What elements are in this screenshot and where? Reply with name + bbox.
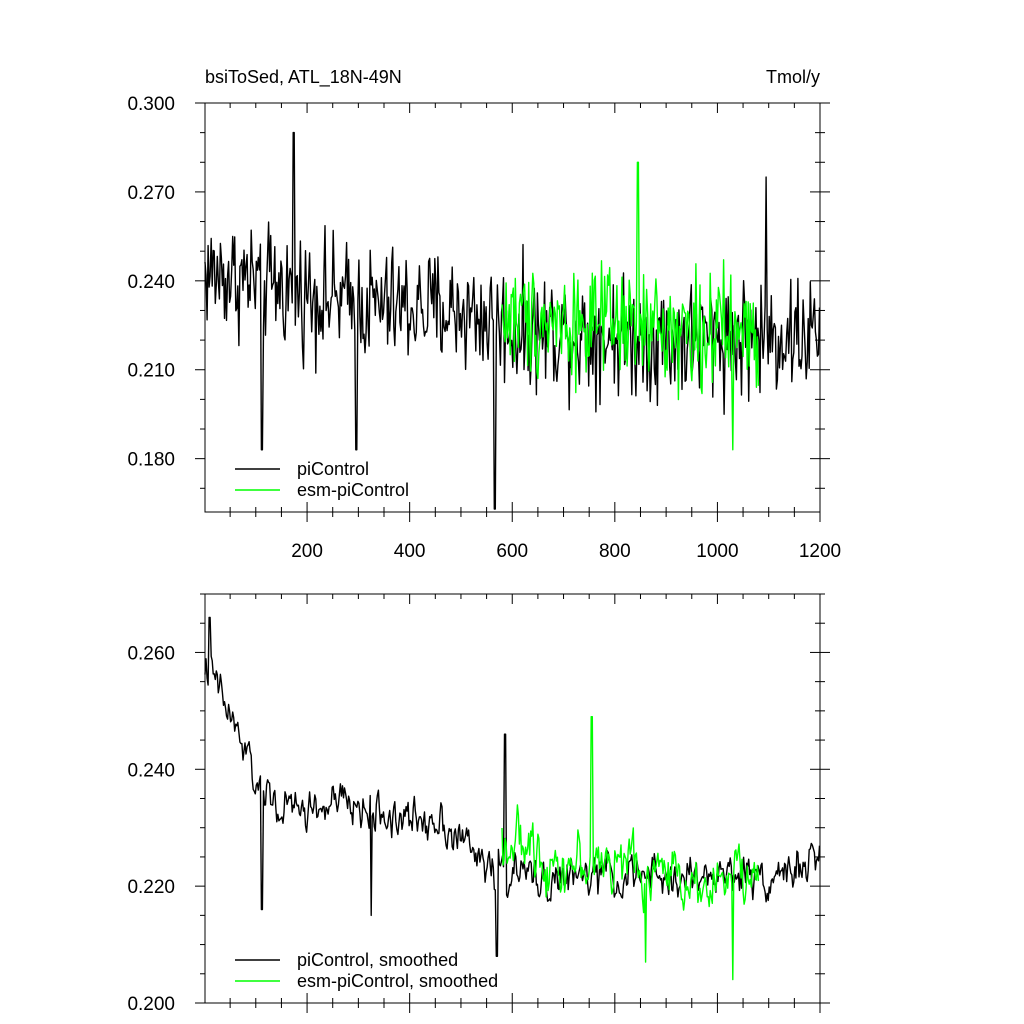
y-tick-label: 0.200 [127,994,175,1015]
series-line-picontrol-smoothed [204,616,821,957]
y-tick-label: 0.220 [127,877,175,898]
x-tick-label: 1200 [799,541,841,562]
y-tick-label: 0.240 [127,272,175,293]
legend-label: piControl, smoothed [297,950,458,970]
y-tick-label: 0.260 [127,643,175,664]
legend-label: esm-piControl [297,480,409,500]
y-tick-label: 0.270 [127,183,175,204]
y-tick-label: 0.180 [127,450,175,471]
top-panel: bsiToSed, ATL_18N-49N Tmol/y 200 400 600 80… [127,67,841,562]
y-tick-label: 0.240 [127,760,175,781]
x-tick-label: 800 [599,541,631,562]
series-line-esm-picontrol [501,161,760,451]
bottom-panel: 0.200 0.220 0.240 0.260 piControl, smoothede… [127,593,830,1015]
series-line-esm-picontrol-smoothed [501,716,760,981]
units-label: Tmol/y [766,67,820,87]
y-tick-label: 0.210 [127,361,175,382]
x-tick-label: 600 [496,541,528,562]
series-line-picontrol [204,131,821,510]
chart-title: bsiToSed, ATL_18N-49N [205,67,402,88]
x-tick-label: 400 [394,541,426,562]
y-tick-label: 0.300 [127,94,175,115]
x-tick-label: 1000 [696,541,738,562]
legend-label: piControl [297,459,369,479]
legend-label: esm-piControl, smoothed [297,971,498,991]
plot-frame [204,593,821,1004]
x-tick-label: 200 [291,541,323,562]
